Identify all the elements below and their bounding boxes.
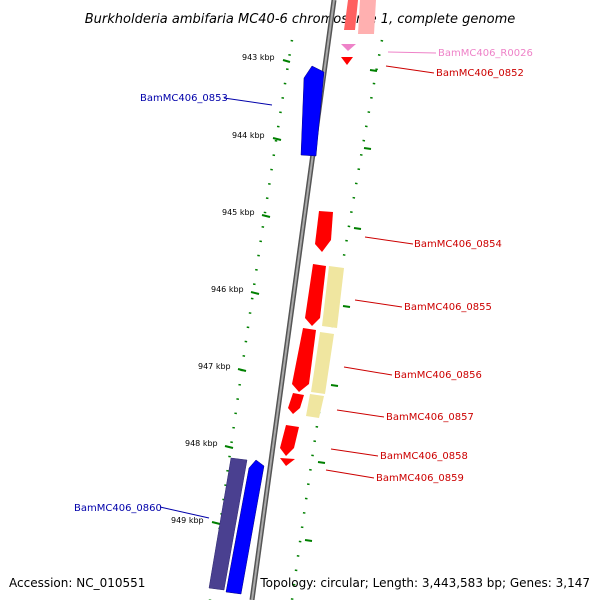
gene-label: BamMC406_0857 (386, 412, 474, 423)
tick-label: 945 kbp (222, 208, 255, 217)
tick-mark (250, 291, 260, 295)
leader-line (336, 409, 385, 418)
leader-line (354, 299, 403, 308)
tick-labels: 943 kbp 944 kbp 945 kbp 946 kbp 947 kbp … (171, 53, 275, 525)
tick-mark (282, 59, 291, 63)
gene-label: BamMC406_0859 (376, 473, 464, 484)
leader-line (223, 97, 273, 106)
gene-bammc406-0853 (300, 65, 325, 157)
tick-mark (353, 227, 362, 230)
gene-labels: BamMC406_R0026 BamMC406_0852 BamMC406_08… (74, 48, 533, 514)
tick-label: 946 kbp (211, 285, 244, 294)
leader-lines (159, 51, 437, 519)
tick-mark (342, 305, 351, 308)
gene-bammc406-0860 (225, 459, 265, 595)
gene-bammc406-0857-orf (306, 394, 324, 418)
tick-mark (363, 147, 372, 150)
gene-label: BamMC406_0853 (140, 93, 228, 104)
gene-label: BamMC406_0855 (404, 302, 492, 313)
tick-label: 948 kbp (185, 439, 218, 448)
forward-strand-features (280, 0, 376, 466)
gene-label: BamMC406_0852 (436, 68, 524, 79)
reverse-strand-features (208, 65, 325, 595)
gene-label: BamMC406_0860 (74, 503, 162, 514)
tick-label: 949 kbp (171, 516, 204, 525)
gene-bammc406-0857 (288, 393, 304, 414)
tick-mark (330, 384, 339, 387)
tick-label: 947 kbp (198, 362, 231, 371)
gene-label: BamMC406_0858 (380, 451, 468, 462)
gene-bammc406-0860-band (208, 457, 248, 591)
tick-mark (272, 137, 282, 141)
tick-mark (317, 461, 326, 464)
tick-label: 944 kbp (232, 131, 265, 140)
tick-mark (304, 539, 313, 542)
gene-top-partial-1 (344, 0, 358, 30)
leader-line (385, 65, 435, 74)
gene-label: BamMC406_0854 (414, 239, 502, 250)
leader-line (330, 448, 379, 457)
leader-line (387, 51, 437, 54)
gene-bammc406-0856 (292, 328, 316, 392)
tick-mark (211, 521, 221, 525)
tick-mark (261, 214, 271, 218)
gene-bammc406-r0026 (341, 44, 356, 51)
gene-label: BamMC406_0856 (394, 370, 482, 381)
tick-mark (237, 368, 247, 372)
genome-summary: Topology: circular; Length: 3,443,583 bp… (259, 576, 590, 590)
gene-bammc406-0859 (280, 458, 295, 466)
leader-line (364, 236, 414, 245)
tick-label: 943 kbp (242, 53, 275, 62)
leader-line (159, 506, 210, 519)
tick-mark (369, 69, 378, 72)
gene-bammc406-0856-orf (311, 332, 334, 394)
dotted-ring-inner (208, 39, 294, 600)
gene-top-partial-2 (358, 0, 376, 34)
map-title: Burkholderia ambifaria MC40-6 chromosome… (85, 12, 515, 27)
gene-bammc406-0858 (280, 425, 299, 456)
tick-marks (211, 59, 378, 542)
gene-bammc406-0855 (305, 264, 326, 326)
gene-label: BamMC406_R0026 (438, 48, 533, 59)
gene-bammc406-0854 (315, 211, 333, 252)
leader-line (325, 469, 375, 479)
tick-mark (224, 445, 234, 449)
gene-bammc406-0855-orf (322, 266, 344, 328)
accession-label: Accession: NC_010551 (9, 576, 145, 590)
gene-bammc406-0852 (341, 57, 353, 65)
leader-line (343, 366, 393, 376)
